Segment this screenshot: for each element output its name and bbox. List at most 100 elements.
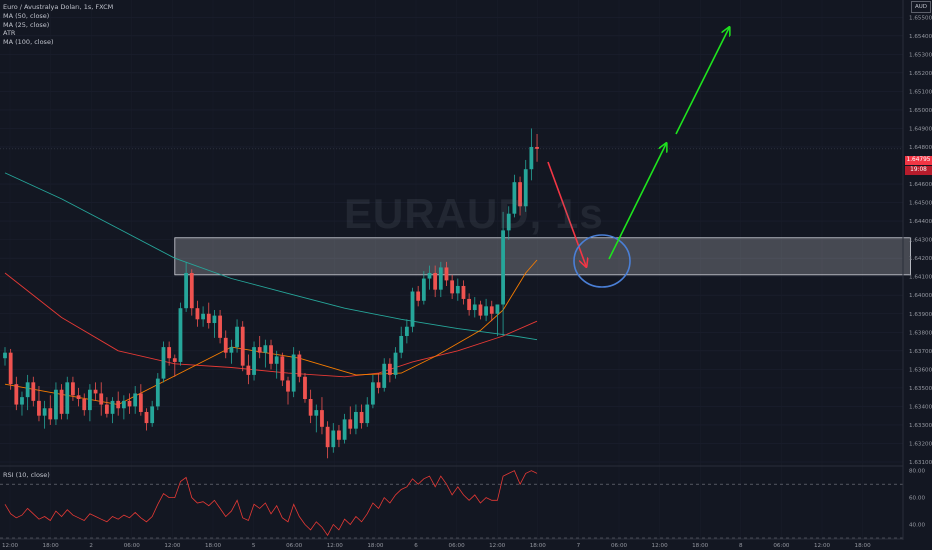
candle[interactable] [371, 374, 375, 409]
candle[interactable] [416, 285, 421, 307]
candle[interactable] [472, 297, 477, 318]
candle[interactable] [161, 341, 166, 383]
candle[interactable] [450, 274, 455, 299]
candle[interactable] [501, 211, 505, 336]
candle[interactable] [444, 261, 449, 286]
candle[interactable] [325, 421, 330, 459]
instrument-title[interactable]: Euro / Avustralya Doları, 1s, FXCM [3, 3, 114, 11]
candle[interactable] [71, 376, 75, 401]
candle[interactable] [263, 339, 268, 368]
candle[interactable] [116, 391, 121, 416]
rsi-pane[interactable]: 80.00 60.00 40.00 [0, 465, 925, 539]
candle[interactable] [467, 293, 472, 316]
candle[interactable] [320, 397, 324, 435]
candle[interactable] [393, 347, 398, 379]
candle[interactable] [59, 384, 64, 420]
candle[interactable] [184, 261, 189, 312]
candle[interactable] [257, 335, 262, 359]
candle[interactable] [150, 400, 155, 427]
candle[interactable] [25, 374, 30, 411]
candle[interactable] [314, 404, 319, 433]
candle[interactable] [280, 352, 285, 387]
candle[interactable] [478, 300, 483, 320]
candle[interactable] [65, 376, 70, 420]
candle[interactable] [88, 384, 92, 422]
candle[interactable] [223, 330, 228, 359]
candle[interactable] [376, 373, 381, 394]
legend-ma100[interactable]: MA (100, close) [3, 38, 54, 47]
candle[interactable] [189, 269, 194, 316]
candle[interactable] [399, 326, 404, 359]
candle[interactable] [455, 278, 460, 301]
candle[interactable] [48, 395, 53, 425]
rsi-legend[interactable]: RSI (10, close) [3, 471, 50, 479]
candle[interactable] [37, 386, 41, 422]
candle[interactable] [235, 319, 239, 353]
candle[interactable] [438, 261, 443, 298]
candle[interactable] [495, 304, 500, 336]
candle[interactable] [104, 397, 109, 418]
candle[interactable] [229, 339, 234, 364]
candle[interactable] [206, 302, 211, 329]
candle[interactable] [303, 373, 307, 403]
annotations[interactable] [547, 28, 729, 288]
candle[interactable] [410, 287, 415, 333]
candle[interactable] [99, 382, 104, 416]
candle[interactable] [133, 386, 138, 414]
candle[interactable] [167, 341, 172, 366]
candle[interactable] [354, 404, 358, 435]
candle[interactable] [144, 408, 149, 431]
candle[interactable] [178, 302, 183, 366]
candle[interactable] [297, 350, 302, 383]
candle[interactable] [535, 134, 539, 162]
candle[interactable] [421, 271, 426, 305]
candle[interactable] [489, 300, 494, 322]
candle[interactable] [82, 393, 87, 416]
candle[interactable] [523, 159, 528, 212]
candle[interactable] [240, 321, 245, 372]
candle[interactable] [212, 310, 217, 338]
candle[interactable] [127, 393, 132, 414]
candle[interactable] [138, 384, 143, 416]
candle[interactable] [155, 373, 160, 411]
candle[interactable] [337, 424, 341, 448]
candle[interactable] [365, 397, 370, 427]
candle[interactable] [342, 413, 347, 444]
candle[interactable] [484, 298, 488, 322]
candle[interactable] [512, 174, 517, 218]
candle[interactable] [404, 319, 409, 344]
candle[interactable] [172, 354, 177, 377]
candle[interactable] [54, 382, 58, 425]
candle[interactable] [427, 265, 432, 290]
candle[interactable] [387, 358, 392, 383]
support-zone[interactable] [174, 237, 911, 276]
candle[interactable] [201, 306, 205, 327]
currency-label[interactable]: AUD [911, 1, 931, 13]
candle[interactable] [8, 348, 13, 390]
candle[interactable] [20, 391, 24, 416]
candle[interactable] [359, 404, 364, 429]
candle[interactable] [291, 347, 296, 398]
candle[interactable] [529, 128, 534, 181]
candle[interactable] [76, 387, 81, 407]
candle[interactable] [42, 400, 47, 429]
legend-ma50[interactable]: MA (50, close) [3, 11, 50, 20]
candle[interactable] [269, 339, 273, 370]
candle[interactable] [3, 347, 7, 366]
candles[interactable] [3, 128, 539, 459]
candle[interactable] [195, 300, 200, 327]
candle[interactable] [382, 358, 387, 392]
candle[interactable] [246, 354, 251, 385]
candle[interactable] [121, 395, 126, 420]
candle[interactable] [218, 310, 222, 344]
candle[interactable] [31, 376, 36, 407]
candle[interactable] [506, 206, 511, 240]
legend-ma25[interactable]: MA (25, close) [3, 20, 50, 29]
candle[interactable] [348, 406, 353, 435]
candle[interactable] [518, 176, 522, 216]
candle[interactable] [274, 350, 279, 379]
candle[interactable] [331, 423, 336, 453]
candle[interactable] [14, 376, 19, 411]
